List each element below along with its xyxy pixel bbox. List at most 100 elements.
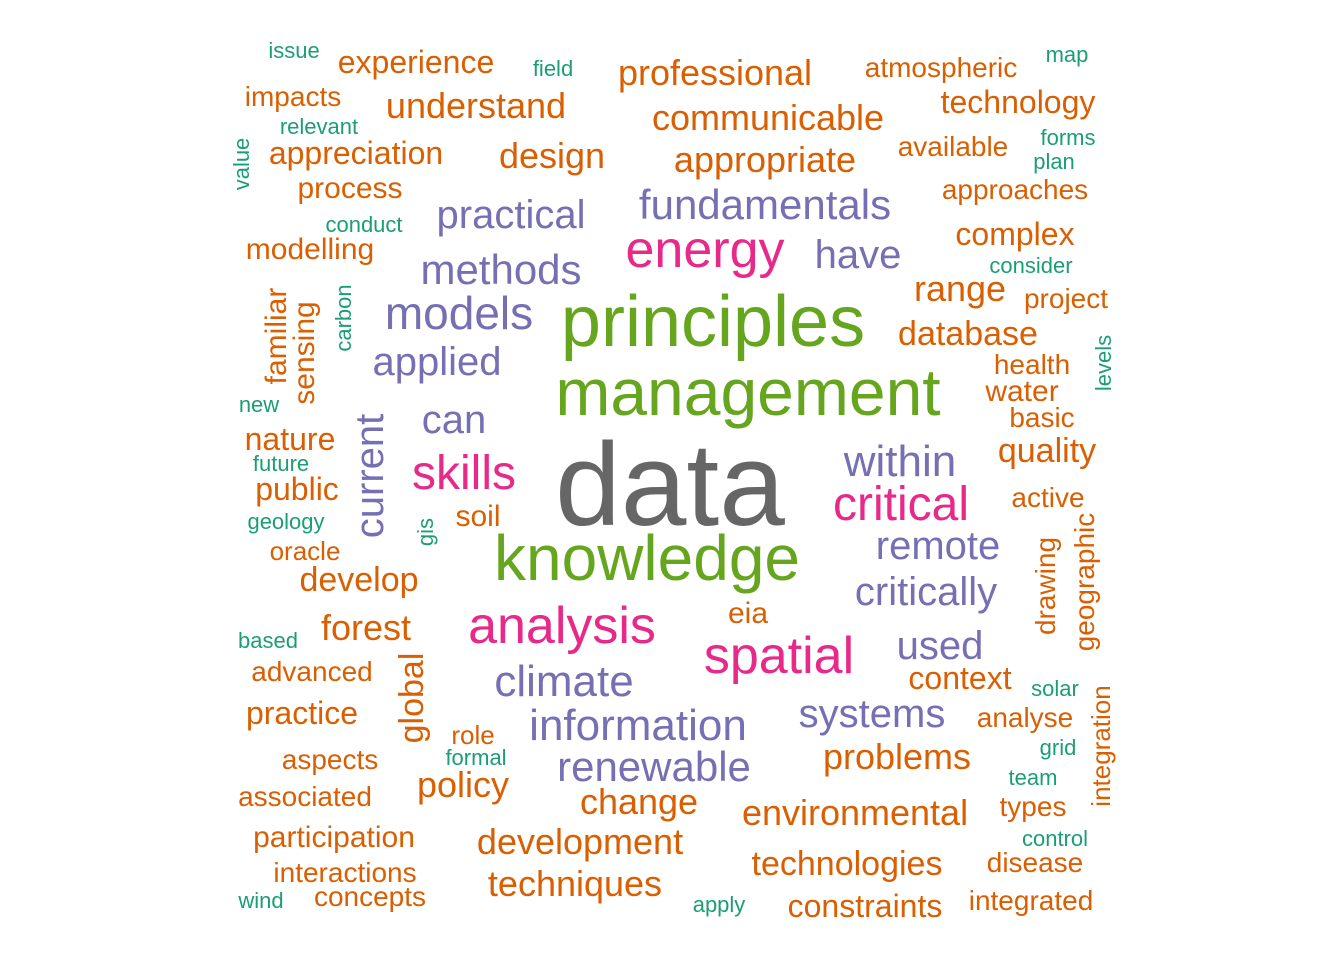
- word-geology: geology: [247, 509, 325, 534]
- word-geographic: geographic: [1069, 512, 1100, 652]
- word-formal: formal: [445, 745, 507, 770]
- word-global: global: [393, 652, 431, 744]
- word-experience: experience: [337, 44, 495, 80]
- word-analysis: analysis: [468, 597, 656, 655]
- word-problems: problems: [822, 736, 972, 777]
- word-knowledge: knowledge: [494, 522, 800, 594]
- word-complex: complex: [955, 216, 1075, 252]
- word-forms: forms: [1040, 125, 1096, 150]
- word-current: current: [348, 413, 392, 539]
- word-disease: disease: [986, 847, 1084, 878]
- word-critically: critically: [854, 570, 998, 614]
- word-project: project: [1023, 283, 1109, 314]
- word-grid: grid: [1039, 735, 1077, 760]
- word-issue: issue: [268, 38, 320, 63]
- word-climate: climate: [494, 657, 634, 706]
- word-applied: applied: [372, 340, 502, 384]
- word-critical: critical: [832, 478, 970, 531]
- word-understand: understand: [385, 85, 567, 126]
- word-technologies: technologies: [751, 845, 943, 883]
- word-nature: nature: [244, 421, 336, 457]
- word-associated: associated: [238, 781, 372, 812]
- word-modelling: modelling: [245, 233, 375, 266]
- word-technology: technology: [940, 84, 1096, 120]
- word-models: models: [384, 287, 534, 339]
- word-oracle: oracle: [269, 536, 341, 566]
- word-active: active: [1011, 482, 1085, 513]
- word-basic: basic: [1009, 402, 1075, 433]
- word-types: types: [999, 791, 1067, 822]
- word-interactions: interactions: [273, 857, 417, 888]
- word-within: within: [843, 437, 957, 486]
- word-development: development: [476, 821, 684, 862]
- word-carbon: carbon: [331, 284, 356, 352]
- word-can: can: [421, 398, 487, 442]
- word-develop: develop: [299, 561, 419, 599]
- word-new: new: [238, 392, 280, 417]
- word-consider: consider: [989, 253, 1073, 278]
- word-spatial: spatial: [703, 627, 855, 685]
- word-eia: eia: [727, 597, 769, 630]
- word-constraints: constraints: [787, 888, 943, 924]
- word-team: team: [1008, 765, 1058, 790]
- word-principles: principles: [560, 282, 866, 362]
- word-design: design: [498, 135, 606, 176]
- word-gis: gis: [413, 517, 438, 547]
- word-water: water: [985, 375, 1059, 408]
- word-practice: practice: [245, 695, 359, 731]
- word-quality: quality: [997, 432, 1097, 470]
- word-available: available: [897, 131, 1009, 162]
- word-control: control: [1021, 826, 1089, 851]
- word-levels: levels: [1091, 334, 1116, 392]
- word-appreciation: appreciation: [268, 135, 444, 171]
- word-information: information: [529, 701, 747, 750]
- word-plan: plan: [1033, 149, 1075, 174]
- word-communicable: communicable: [651, 97, 885, 138]
- word-energy: energy: [625, 221, 785, 279]
- word-drawing: drawing: [1030, 536, 1061, 636]
- word-aspects: aspects: [281, 744, 379, 775]
- word-integration: integration: [1086, 685, 1116, 807]
- word-process: process: [297, 172, 403, 205]
- word-participation: participation: [253, 821, 415, 854]
- word-professional: professional: [617, 52, 813, 93]
- word-role: role: [451, 720, 495, 750]
- word-fundamentals: fundamentals: [638, 181, 892, 228]
- word-remote: remote: [875, 524, 1001, 568]
- word-database: database: [898, 315, 1038, 353]
- word-public: public: [255, 471, 339, 507]
- word-based: based: [238, 628, 298, 653]
- word-environmental: environmental: [741, 792, 969, 833]
- word-wind: wind: [238, 888, 284, 913]
- word-atmospheric: atmospheric: [864, 52, 1018, 83]
- word-data: data: [555, 419, 785, 551]
- word-apply: apply: [692, 892, 746, 917]
- word-used: used: [896, 624, 984, 668]
- word-forest: forest: [320, 607, 412, 648]
- word-solar: solar: [1031, 676, 1079, 701]
- word-policy: policy: [416, 764, 510, 805]
- word-change: change: [579, 781, 699, 822]
- word-conduct: conduct: [325, 212, 403, 237]
- word-field: field: [532, 56, 574, 81]
- word-concepts: concepts: [313, 881, 427, 912]
- word-value: value: [229, 137, 254, 191]
- word-impacts: impacts: [244, 81, 342, 112]
- word-renewable: renewable: [557, 743, 751, 790]
- word-skills: skills: [412, 447, 516, 500]
- word-relevant: relevant: [279, 114, 359, 139]
- word-soil: soil: [455, 500, 501, 533]
- word-range: range: [913, 268, 1007, 309]
- word-health: health: [993, 349, 1071, 380]
- word-context: context: [908, 660, 1012, 696]
- word-analyse: analyse: [976, 702, 1074, 733]
- word-future: future: [252, 451, 310, 476]
- word-techniques: techniques: [487, 863, 663, 904]
- word-integrated: integrated: [968, 885, 1094, 916]
- word-methods: methods: [420, 246, 582, 293]
- word-have: have: [814, 233, 902, 277]
- word-appropriate: appropriate: [673, 139, 857, 180]
- word-approaches: approaches: [941, 174, 1089, 205]
- word-advanced: advanced: [251, 656, 373, 687]
